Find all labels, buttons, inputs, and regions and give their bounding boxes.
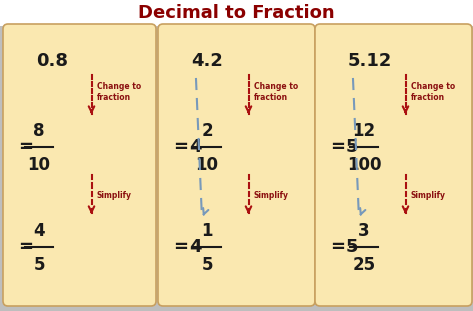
Text: 100: 100	[347, 156, 381, 174]
Text: 3: 3	[358, 222, 370, 240]
Text: 0.8: 0.8	[36, 52, 68, 70]
Text: 4: 4	[189, 138, 201, 156]
FancyBboxPatch shape	[3, 24, 156, 306]
Text: 25: 25	[352, 256, 376, 274]
Text: =: =	[18, 238, 33, 256]
Text: =: =	[18, 138, 33, 156]
Text: 5: 5	[33, 256, 45, 274]
Text: Change to
fraction: Change to fraction	[411, 82, 455, 102]
Text: Change to
fraction: Change to fraction	[254, 82, 298, 102]
Text: 8: 8	[33, 122, 45, 140]
Text: =: =	[330, 238, 345, 256]
Text: 10: 10	[195, 156, 219, 174]
FancyBboxPatch shape	[0, 0, 473, 26]
Text: Change to
fraction: Change to fraction	[96, 82, 141, 102]
Text: =: =	[330, 138, 345, 156]
Text: 4.2: 4.2	[191, 52, 223, 70]
Text: =: =	[173, 138, 188, 156]
Text: 5: 5	[201, 256, 213, 274]
Text: 5: 5	[346, 238, 359, 256]
Text: 5.12: 5.12	[348, 52, 393, 70]
Text: 12: 12	[352, 122, 376, 140]
Text: Simplify: Simplify	[254, 192, 289, 201]
Text: 5: 5	[346, 138, 359, 156]
FancyBboxPatch shape	[315, 24, 472, 306]
Text: Simplify: Simplify	[411, 192, 446, 201]
Text: 10: 10	[27, 156, 51, 174]
Text: Simplify: Simplify	[96, 192, 131, 201]
Text: 4: 4	[33, 222, 45, 240]
FancyBboxPatch shape	[158, 24, 315, 306]
Text: 4: 4	[189, 238, 201, 256]
Text: 2: 2	[201, 122, 213, 140]
Text: 1: 1	[201, 222, 213, 240]
Text: =: =	[173, 238, 188, 256]
Text: Decimal to Fraction: Decimal to Fraction	[138, 4, 334, 22]
